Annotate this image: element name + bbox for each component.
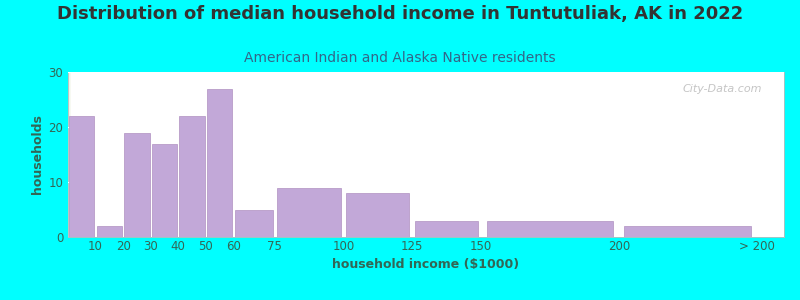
Bar xyxy=(124,133,150,237)
Bar xyxy=(346,193,410,237)
Text: Distribution of median household income in Tuntutuliak, AK in 2022: Distribution of median household income … xyxy=(57,4,743,22)
Bar xyxy=(278,188,341,237)
Bar xyxy=(486,220,614,237)
X-axis label: household income ($1000): household income ($1000) xyxy=(333,258,519,271)
Bar xyxy=(97,226,122,237)
Bar xyxy=(415,220,478,237)
Text: City-Data.com: City-Data.com xyxy=(683,83,762,94)
Bar xyxy=(152,143,177,237)
Bar xyxy=(206,88,232,237)
Bar xyxy=(69,116,94,237)
Text: American Indian and Alaska Native residents: American Indian and Alaska Native reside… xyxy=(244,51,556,65)
Bar xyxy=(624,226,751,237)
Bar xyxy=(235,209,273,237)
Bar xyxy=(179,116,205,237)
Y-axis label: households: households xyxy=(31,115,44,194)
